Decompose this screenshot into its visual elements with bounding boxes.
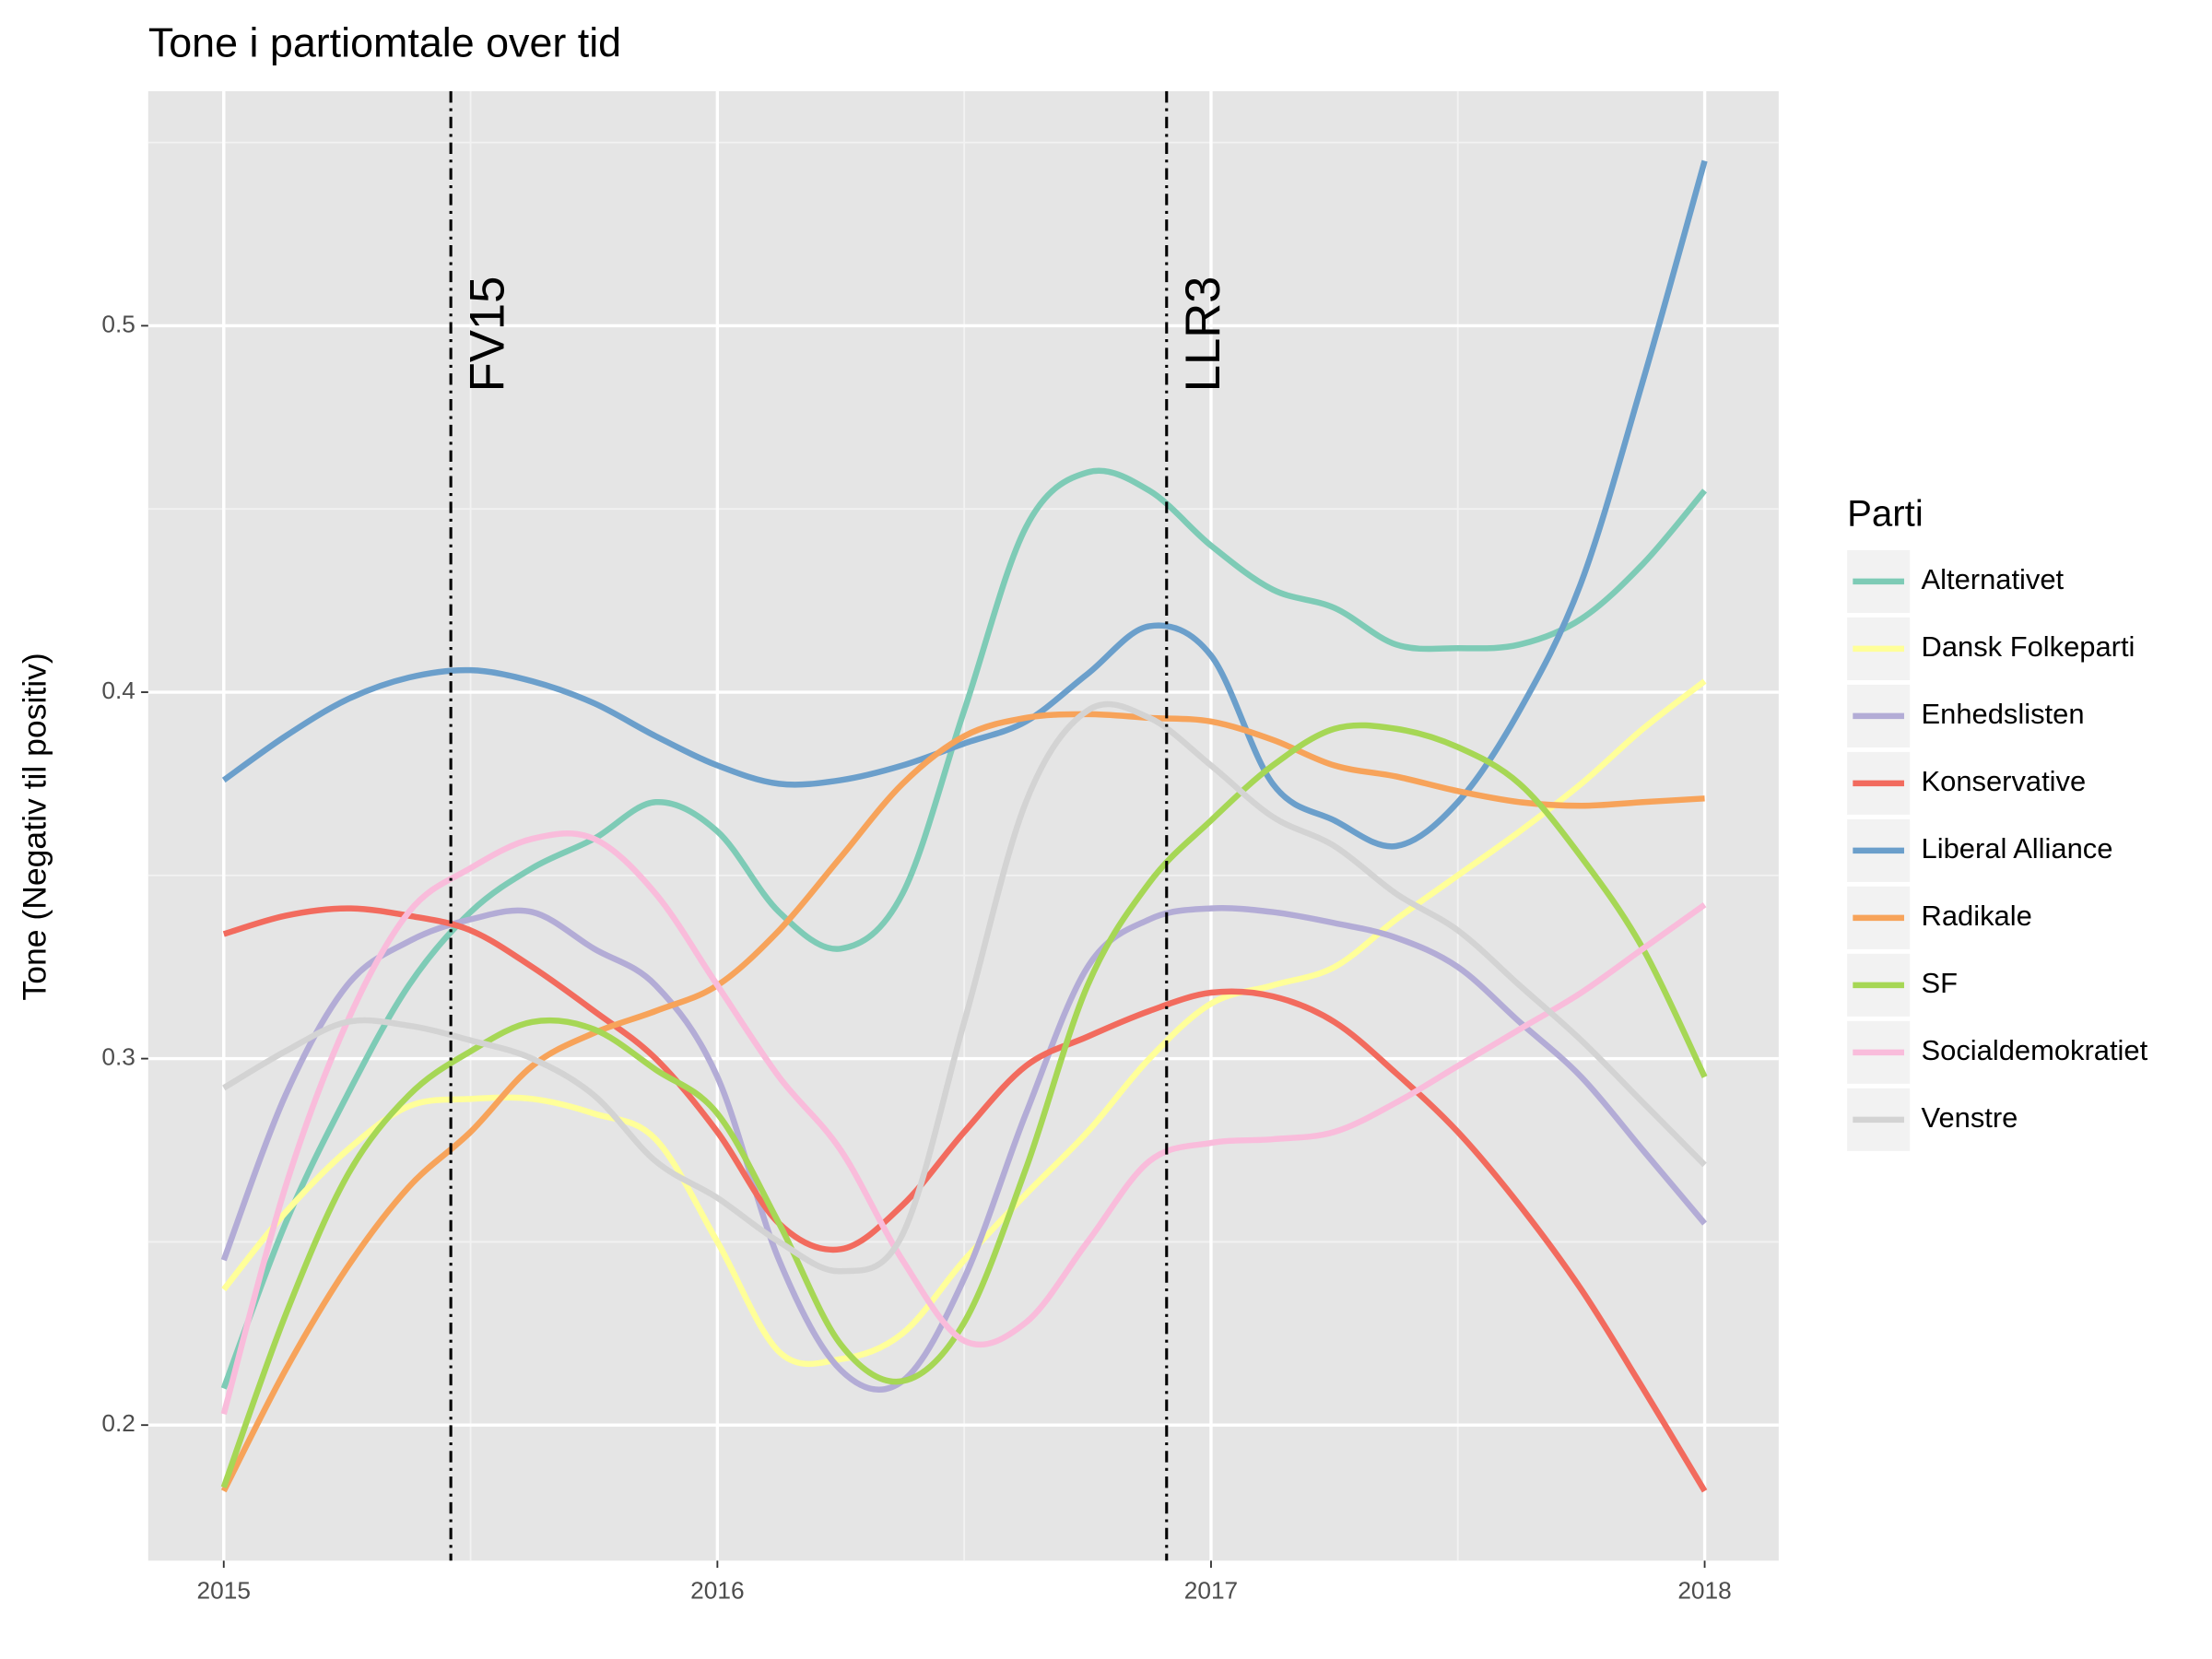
- legend-label: Radikale: [1922, 900, 2032, 932]
- legend-label: Konservative: [1922, 765, 2087, 797]
- series-line: [221, 678, 1707, 1368]
- x-tick-label: 2018: [1677, 1576, 1731, 1604]
- series-line: [220, 722, 1708, 1488]
- x-tick-label: 2015: [197, 1576, 251, 1604]
- legend-label: Venstre: [1922, 1101, 2018, 1134]
- y-tick-label: 0.2: [101, 1409, 135, 1437]
- series-line: [220, 830, 1707, 1416]
- series-line: [220, 467, 1708, 1390]
- x-tick-label: 2016: [690, 1576, 744, 1604]
- y-tick-label: 0.5: [101, 310, 135, 337]
- legend-title: Parti: [1847, 492, 1924, 534]
- chart-title: Tone i partiomtale over tid: [148, 18, 621, 65]
- series-line: [222, 700, 1707, 1275]
- annotation-label: FV15: [460, 276, 514, 393]
- series-line: [220, 711, 1705, 1493]
- y-tick-label: 0.4: [101, 677, 135, 704]
- legend-label: Liberal Alliance: [1922, 832, 2113, 865]
- series-line: [220, 905, 1708, 1393]
- series-line: [222, 905, 1708, 1493]
- y-tick-label: 0.3: [101, 1043, 135, 1071]
- legend-label: Dansk Folkeparti: [1922, 630, 2136, 663]
- legend-label: Alternativet: [1922, 563, 2065, 595]
- y-axis-label: Tone (Negativ til positiv): [17, 653, 53, 1000]
- x-tick-label: 2017: [1184, 1576, 1238, 1604]
- legend-label: Enhedslisten: [1922, 698, 2085, 730]
- legend-label: SF: [1922, 967, 1959, 999]
- legend-label: Socialdemokratiet: [1922, 1034, 2148, 1066]
- annotation-label: LLR3: [1176, 276, 1230, 393]
